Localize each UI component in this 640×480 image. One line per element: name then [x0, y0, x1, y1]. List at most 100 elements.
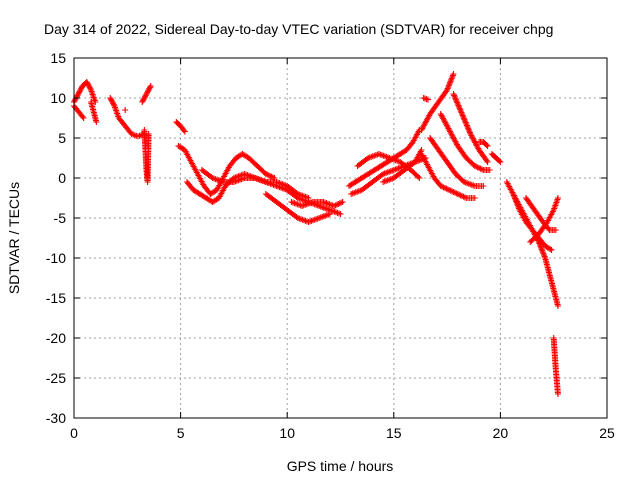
data-point — [451, 189, 458, 196]
data-point — [547, 246, 554, 253]
data-point — [73, 93, 80, 100]
data-point — [437, 183, 444, 189]
y-tick-label: -25 — [46, 370, 66, 386]
y-tick-label: -30 — [46, 410, 66, 426]
data-point — [333, 201, 340, 208]
data-point — [145, 87, 152, 93]
data-point — [453, 98, 460, 105]
data-point — [484, 143, 491, 149]
data-point — [75, 89, 82, 96]
series-arc-27 — [510, 191, 555, 253]
data-point — [451, 92, 458, 99]
series-arc-01 — [71, 79, 99, 105]
axis-ticks: 0 5 10 15 20 25 -30 -25 -20 -15 -10 -5 0 5 10 15 — [46, 50, 615, 441]
data-point — [465, 126, 472, 133]
data-point — [305, 195, 312, 201]
data-point — [439, 183, 446, 190]
data-point — [76, 88, 83, 95]
data-point — [74, 92, 81, 99]
series-arc-03 — [88, 99, 100, 125]
data-point — [450, 71, 457, 77]
series-arc-02 — [71, 103, 87, 121]
data-point — [72, 96, 79, 103]
y-tick-label: 5 — [58, 130, 66, 146]
data-point — [147, 84, 154, 91]
series-arc-21 — [437, 111, 493, 173]
data-points — [71, 71, 561, 397]
data-point — [144, 88, 151, 95]
data-point — [331, 203, 338, 209]
data-point — [110, 101, 117, 108]
data-point — [338, 199, 345, 206]
data-point — [459, 193, 466, 199]
data-point — [455, 103, 462, 110]
series-arc-22 — [450, 91, 491, 165]
y-tick-label: 10 — [50, 90, 66, 106]
series-arc-08 — [173, 119, 188, 135]
data-point — [107, 96, 114, 103]
data-point — [141, 95, 148, 101]
data-point — [463, 122, 470, 129]
series-arc-23 — [420, 95, 431, 103]
data-point — [85, 83, 92, 89]
data-point — [454, 101, 461, 107]
data-point — [454, 191, 461, 197]
data-point — [454, 99, 461, 106]
data-point — [460, 113, 467, 120]
series-arc-04 — [107, 95, 148, 140]
data-point — [457, 106, 464, 113]
data-point — [78, 85, 85, 92]
data-point — [85, 81, 92, 88]
data-point — [444, 186, 451, 193]
data-point — [453, 190, 460, 197]
data-point — [326, 211, 333, 217]
data-point — [441, 185, 448, 191]
data-point — [75, 91, 82, 97]
data-point — [424, 96, 431, 103]
data-point — [84, 80, 91, 87]
series-arc-07 — [141, 127, 152, 185]
data-point — [262, 171, 269, 177]
data-point — [473, 163, 480, 170]
data-point — [496, 158, 503, 164]
data-point — [140, 96, 147, 103]
data-point — [465, 125, 472, 132]
data-point — [142, 92, 149, 99]
data-point — [271, 175, 278, 181]
y-tick-label: -5 — [54, 210, 67, 226]
data-point — [471, 163, 478, 169]
data-point — [456, 105, 463, 112]
grid — [74, 58, 607, 418]
data-point — [458, 109, 465, 116]
data-point — [455, 102, 462, 109]
data-point — [83, 79, 90, 85]
series-arc-30 — [550, 335, 561, 397]
data-point — [461, 116, 468, 123]
data-point — [483, 157, 490, 164]
data-point — [77, 87, 84, 93]
data-point — [139, 99, 146, 105]
data-point — [71, 97, 78, 104]
y-tick-label: -10 — [46, 250, 66, 266]
x-axis-label: GPS time / hours — [287, 458, 394, 474]
series-arc-20 — [427, 135, 487, 189]
data-point — [497, 159, 504, 165]
x-tick-label: 15 — [386, 425, 402, 441]
data-point — [440, 184, 447, 191]
data-point — [265, 172, 272, 179]
data-point — [142, 93, 149, 100]
y-tick-label: 15 — [50, 50, 66, 66]
data-point — [461, 194, 468, 201]
data-point — [268, 173, 275, 180]
data-point — [79, 113, 86, 120]
data-point — [460, 115, 467, 122]
series-arc-16 — [354, 151, 423, 181]
data-point — [450, 91, 457, 97]
series-arc-24 — [476, 139, 491, 149]
data-point — [477, 165, 484, 172]
data-point — [332, 202, 339, 209]
data-point — [122, 107, 129, 113]
data-point — [415, 173, 422, 180]
series-arc-13 — [288, 199, 346, 209]
